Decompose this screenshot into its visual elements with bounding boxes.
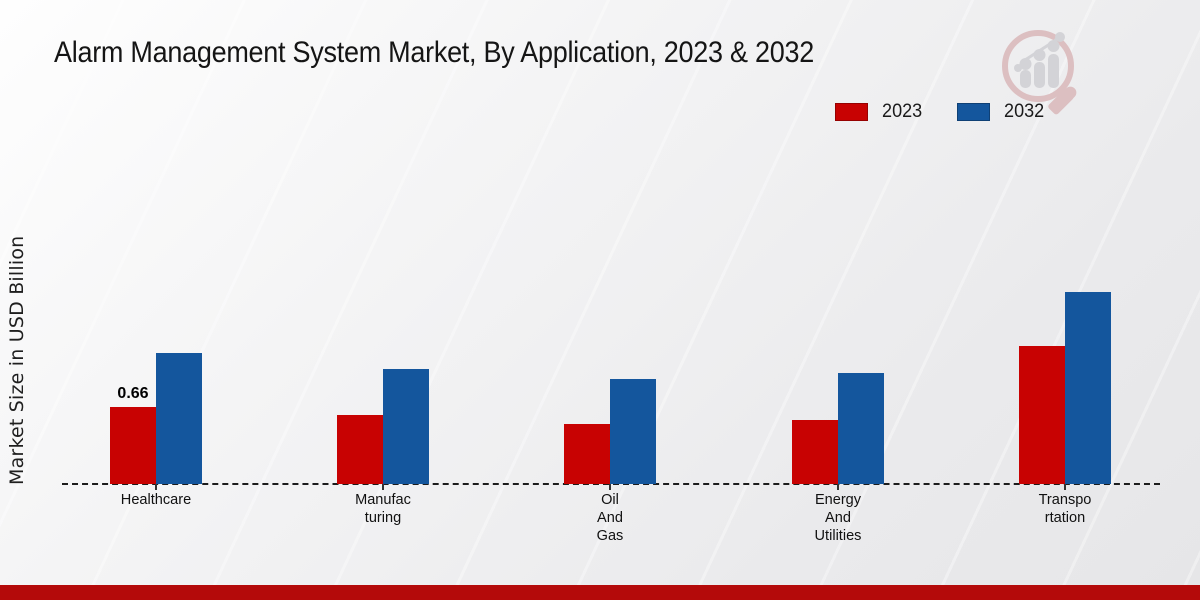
footer-accent-bar <box>0 585 1200 600</box>
legend-label-2023: 2023 <box>882 101 923 122</box>
x-axis-tick <box>1064 484 1066 490</box>
category-label-energy-and-utilities: Energy And Utilities <box>814 491 862 544</box>
bar-2023-manufacturing <box>337 415 383 484</box>
bar-2032-transportation <box>1065 292 1111 484</box>
magnifying-glass-bar-chart-logo-icon <box>1002 30 1077 115</box>
bar-2023-oil-and-gas <box>564 424 610 484</box>
bar-2023-transportation <box>1019 346 1065 484</box>
bar-value-label-2023-healthcare: 0.66 <box>117 385 149 402</box>
x-axis-tick <box>155 484 157 490</box>
legend-item-2032: 2032 <box>957 101 1045 123</box>
bar-2023-energy-and-utilities <box>792 420 838 484</box>
legend-item-2023: 2023 <box>835 101 923 123</box>
bar-2023-healthcare <box>110 407 156 484</box>
bar-2032-manufacturing <box>383 369 429 484</box>
legend-swatch-2023 <box>835 103 868 121</box>
category-label-transportation: Transpo rtation <box>1038 491 1092 526</box>
category-label-manufacturing: Manufac turing <box>355 491 411 526</box>
bar-2032-energy-and-utilities <box>838 373 884 484</box>
legend-swatch-2032 <box>957 103 991 121</box>
legend: 2023 2032 <box>835 101 1046 123</box>
x-axis-baseline <box>62 483 1160 485</box>
chart-title: Alarm Management System Market, By Appli… <box>54 36 814 69</box>
x-axis-tick <box>837 484 839 490</box>
legend-label-2032: 2032 <box>1004 101 1045 122</box>
category-label-healthcare: Healthcare <box>120 491 192 508</box>
x-axis-tick <box>382 484 384 490</box>
bar-2032-oil-and-gas <box>610 379 656 484</box>
x-axis-tick <box>609 484 611 490</box>
category-label-oil-and-gas: Oil And Gas <box>596 491 624 544</box>
bar-2032-healthcare <box>156 353 202 484</box>
